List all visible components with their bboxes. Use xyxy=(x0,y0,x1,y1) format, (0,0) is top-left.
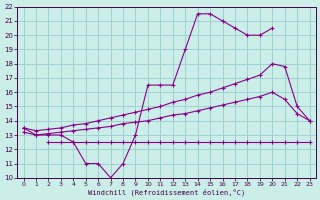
X-axis label: Windchill (Refroidissement éolien,°C): Windchill (Refroidissement éolien,°C) xyxy=(88,188,245,196)
